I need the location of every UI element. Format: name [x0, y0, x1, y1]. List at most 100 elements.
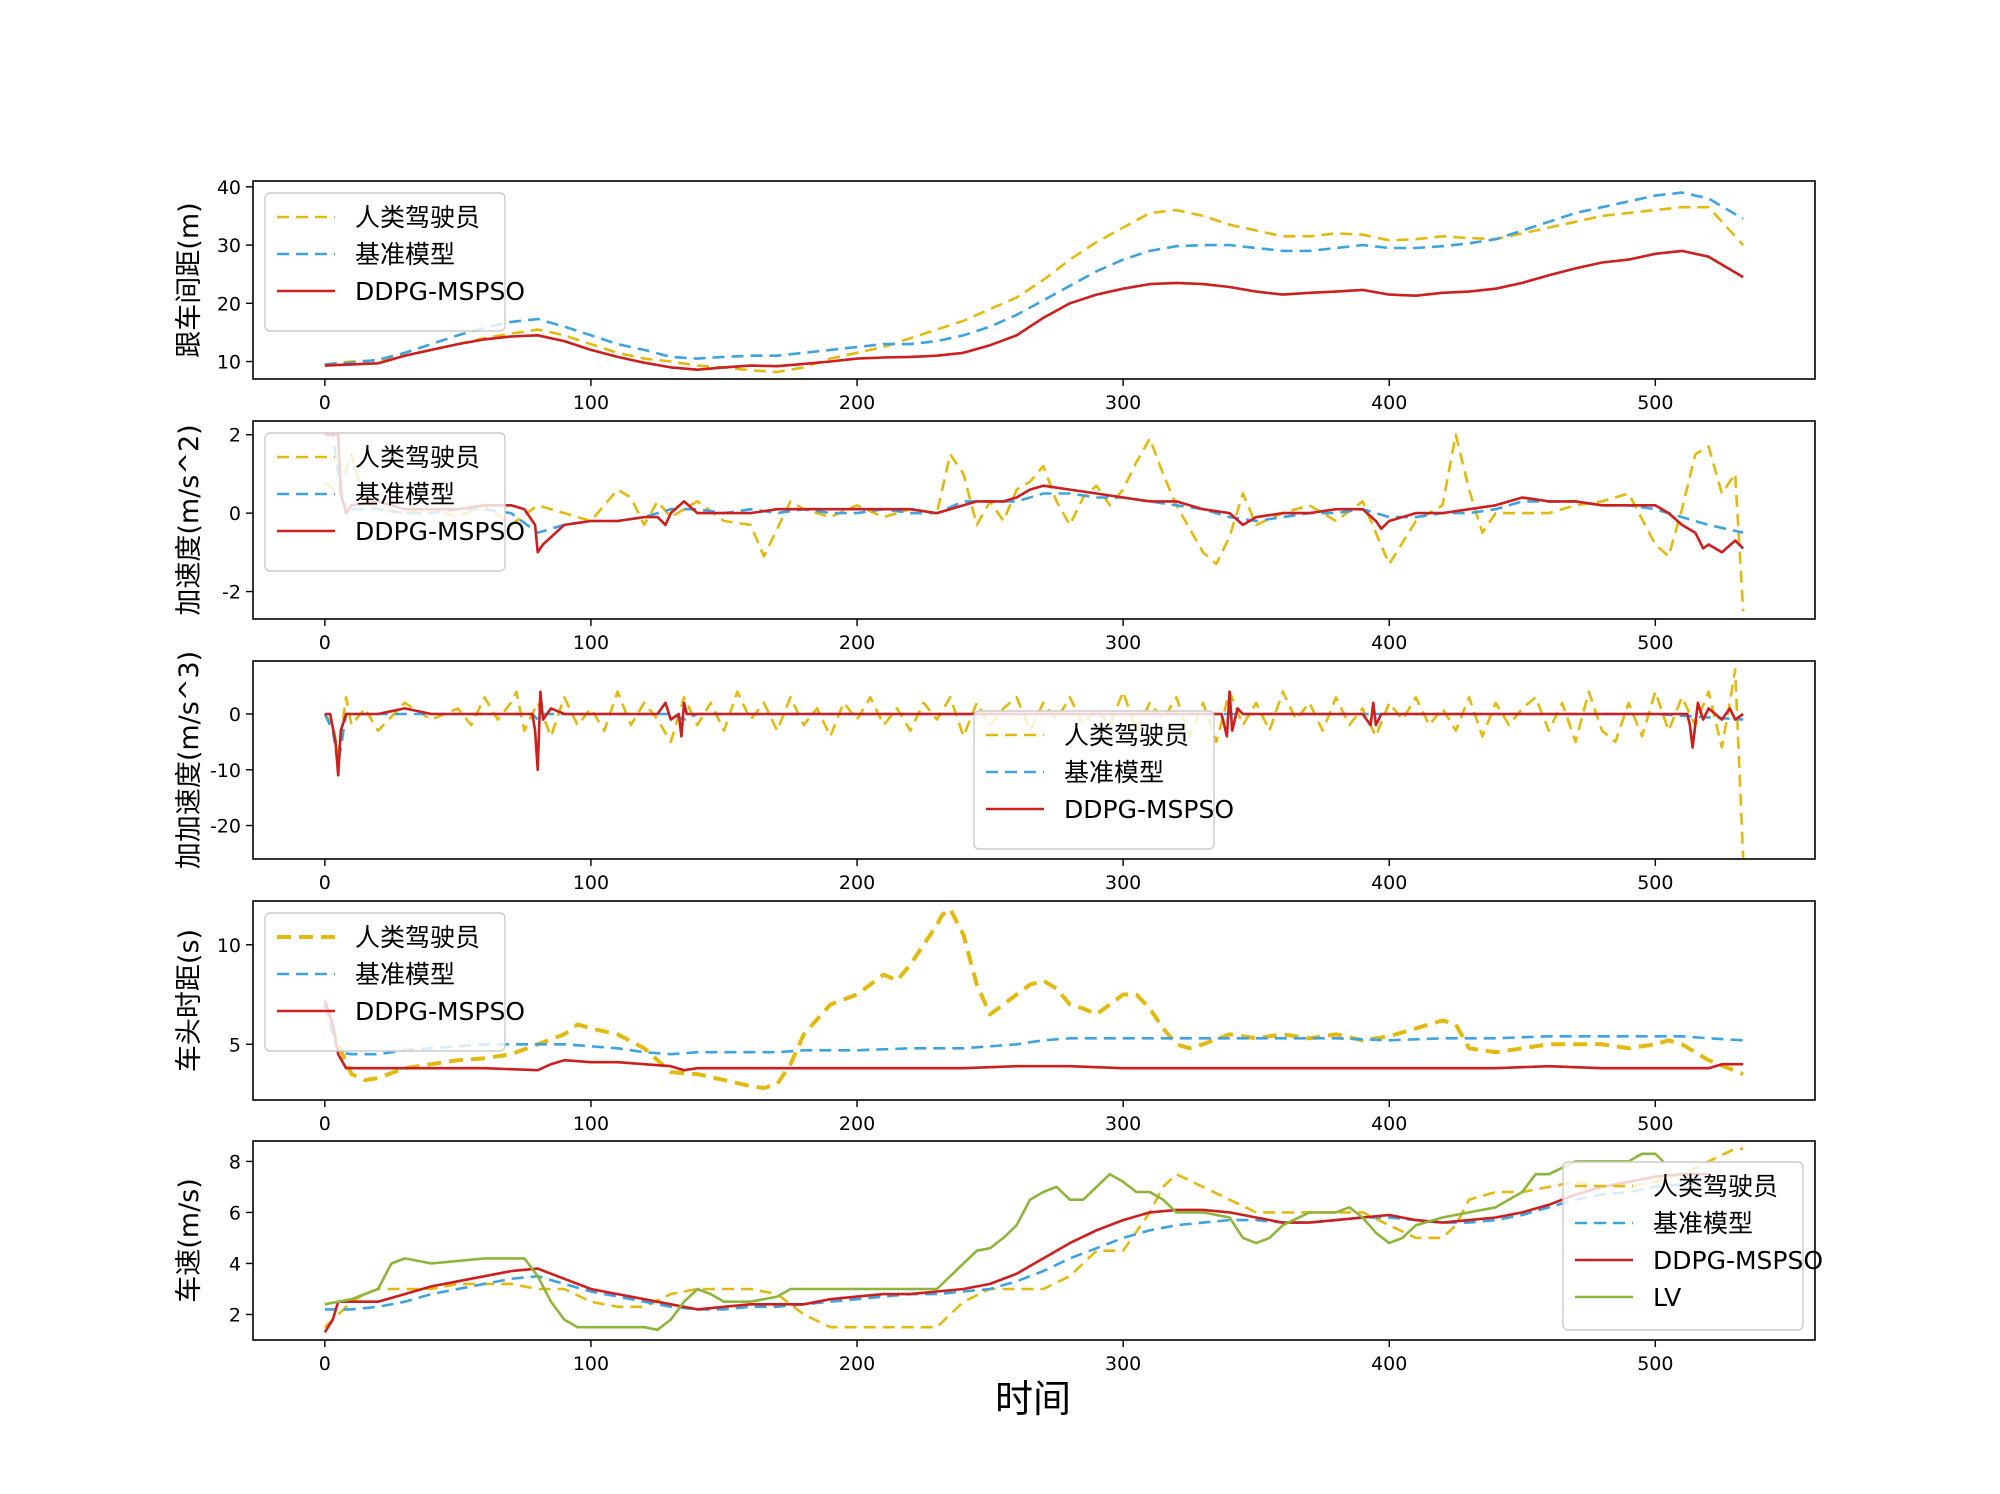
subplot-1: 0 100 200 300 400 500 10 20 30 40 跟车间距(m) 人类驾驶员基准模型…: [174, 177, 1816, 414]
legend-entry: 人类驾驶员: [986, 721, 1189, 750]
x-tick-label: 400: [1371, 872, 1407, 894]
legend-label: DDPG-MSPSO: [1653, 1246, 1823, 1275]
legend-label: DDPG-MSPSO: [1064, 795, 1234, 824]
series-line-1: [323, 433, 1745, 612]
x-tick-label: 0: [319, 632, 331, 654]
y-tick-label: 20: [217, 293, 241, 315]
legend-label: DDPG-MSPSO: [355, 997, 525, 1026]
series-line-2: [324, 433, 1744, 535]
y-tick-label: 2: [229, 425, 241, 447]
series-lines: [323, 433, 1745, 612]
legend-label: 人类驾驶员: [355, 923, 480, 952]
x-tick-label: 200: [839, 392, 875, 414]
legend-entry: 人类驾驶员: [277, 203, 480, 232]
legend-box: [1562, 1161, 1804, 1331]
series-lines: [324, 191, 1745, 374]
x-tick-label: 300: [1105, 1353, 1141, 1375]
legend-entry: 基准模型: [986, 758, 1164, 787]
legend-entry: DDPG-MSPSO: [277, 997, 525, 1026]
series-line-3: [323, 1172, 1709, 1333]
y-tick-label: 8: [229, 1151, 241, 1173]
y-axis-label: 车头时距(s): [174, 929, 205, 1072]
x-tick-label: 400: [1371, 392, 1407, 414]
y-tick-label: 6: [229, 1202, 241, 1224]
legend-label: 人类驾驶员: [355, 443, 480, 472]
x-tick-label: 500: [1637, 872, 1673, 894]
legend-entry: 人类驾驶员: [1575, 1172, 1778, 1201]
legend-entry: 基准模型: [1575, 1209, 1753, 1238]
series-line-2: [323, 1004, 1744, 1056]
legend-entry: LV: [1575, 1283, 1681, 1312]
legend-label: 基准模型: [1064, 758, 1164, 787]
x-tick-label: 100: [573, 1113, 609, 1135]
legend-entry: 人类驾驶员: [277, 443, 480, 472]
plot-frame: [252, 900, 1816, 1101]
y-axis-label: 车速(m/s): [174, 1178, 205, 1303]
y-tick-label: -10: [210, 760, 241, 782]
x-tick-label: 500: [1637, 1113, 1673, 1135]
plot-frame: [252, 1140, 1816, 1341]
x-tick-label: 300: [1105, 632, 1141, 654]
x-tick-label: 300: [1105, 872, 1141, 894]
y-tick-label: -20: [210, 816, 241, 838]
shared-x-axis-label: 时间: [995, 1377, 1071, 1421]
series-line-1: [323, 668, 1745, 859]
legend-box: [973, 710, 1215, 850]
subplot-3: 0 100 200 300 400 500 -20 -10 0 加加速度(m/s^3) 人类驾驶员基…: [174, 651, 1816, 894]
x-tick-label: 200: [839, 632, 875, 654]
x-tick-label: 100: [573, 872, 609, 894]
legend-label: 基准模型: [355, 480, 455, 509]
x-tick-label: 100: [573, 632, 609, 654]
y-tick-label: 0: [229, 503, 241, 525]
y-tick-label: 40: [217, 177, 241, 199]
plot-frame: [252, 420, 1816, 620]
series-lines: [322, 907, 1744, 1091]
y-tick-label: 5: [229, 1034, 241, 1056]
x-tick-label: 500: [1637, 1353, 1673, 1375]
legend-box: [264, 192, 506, 332]
series-line-3: [323, 1000, 1744, 1072]
x-tick-label: 500: [1637, 632, 1673, 654]
series-line-3: [324, 690, 1744, 777]
series-line-3: [324, 249, 1744, 372]
series-lines: [323, 1147, 1744, 1333]
x-tick-label: 400: [1371, 632, 1407, 654]
x-tick-label: 200: [839, 1353, 875, 1375]
y-tick-label: 30: [217, 235, 241, 257]
y-axis-label: 加速度(m/s^2): [174, 424, 205, 615]
legend-label: DDPG-MSPSO: [355, 517, 525, 546]
y-axis-label: 跟车间距(m): [174, 202, 205, 357]
x-tick-label: 0: [319, 1353, 331, 1375]
legend-label: DDPG-MSPSO: [355, 277, 525, 306]
x-tick-label: 0: [319, 1113, 331, 1135]
series-line-3: [324, 433, 1745, 554]
legend-box: [264, 912, 506, 1052]
x-tick-label: 100: [573, 1353, 609, 1375]
legend-entry: DDPG-MSPSO: [277, 277, 525, 306]
legend-label: LV: [1653, 1283, 1681, 1312]
legend-box: [264, 432, 506, 572]
x-tick-label: 500: [1637, 392, 1673, 414]
x-tick-label: 400: [1371, 1353, 1407, 1375]
y-tick-label: 10: [217, 935, 241, 957]
x-tick-label: 400: [1371, 1113, 1407, 1135]
y-tick-label: 2: [229, 1304, 241, 1326]
legend-entry: 基准模型: [277, 960, 455, 989]
x-tick-label: 300: [1105, 392, 1141, 414]
y-tick-label: 10: [217, 352, 241, 374]
series-line-4: [324, 1152, 1665, 1332]
legend-entry: DDPG-MSPSO: [986, 795, 1234, 824]
legend-label: 人类驾驶员: [1064, 721, 1189, 750]
legend-label: 基准模型: [355, 960, 455, 989]
legend-label: 基准模型: [355, 240, 455, 269]
series-line-2: [324, 1180, 1709, 1311]
